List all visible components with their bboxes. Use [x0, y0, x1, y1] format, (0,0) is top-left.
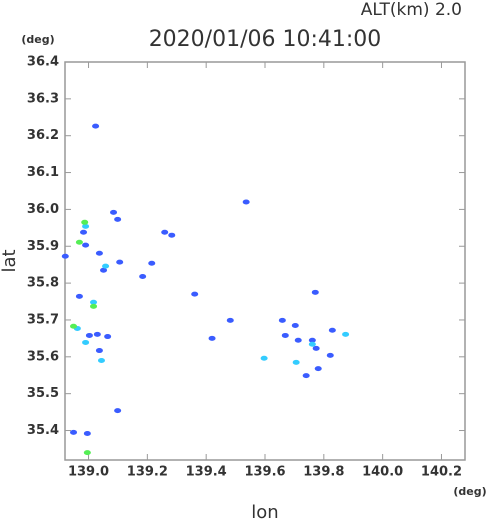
echo-cell [82, 339, 90, 345]
y-tick-label: 35.7 [27, 312, 59, 327]
y-axis-label: lat [0, 249, 20, 272]
echo-cell [82, 242, 90, 248]
echo-cell [191, 291, 199, 297]
echo-cell [260, 355, 268, 361]
echo-cell [82, 223, 90, 229]
echo-cell [83, 430, 91, 436]
x-tick-label: 139.0 [68, 465, 109, 480]
echo-cell [81, 219, 89, 225]
echo-cell [292, 359, 300, 365]
y-tick-label: 35.4 [27, 423, 59, 438]
y-tick-label: 36.4 [27, 55, 59, 70]
echo-cell [92, 123, 100, 129]
echo-cell [148, 260, 156, 266]
echo-cell [75, 293, 83, 299]
echo-cell [116, 259, 124, 265]
x-tick-label: 139.6 [244, 465, 285, 480]
echo-cell [85, 332, 93, 338]
echo-cell [281, 332, 289, 338]
y-tick-label: 36.1 [27, 165, 59, 180]
echo-cell [93, 331, 101, 337]
echo-cell [90, 303, 98, 309]
echo-cell [70, 323, 78, 329]
echo-cell [70, 429, 78, 435]
x-tick-label: 140.2 [421, 465, 462, 480]
echo-cell [102, 263, 110, 269]
echo-cell [75, 239, 83, 245]
echo-cell [168, 232, 176, 238]
echo-cell [90, 299, 98, 305]
y-tick-label: 35.5 [27, 386, 59, 401]
x-tick-label: 139.8 [303, 465, 344, 480]
echo-cell [83, 450, 91, 456]
echo-cell [312, 345, 320, 351]
echo-cell [161, 229, 169, 235]
echo-cell [110, 209, 118, 215]
x-tick-label: 139.4 [186, 465, 227, 480]
echo-cell [314, 366, 322, 372]
echo-cell [226, 317, 234, 323]
y-tick-label: 35.6 [27, 349, 59, 364]
echo-cell [342, 331, 350, 337]
echo-cell [302, 373, 310, 379]
echo-cell [114, 216, 122, 222]
y-unit: (deg) [21, 33, 54, 46]
echo-cell [97, 358, 105, 363]
x-axis-label: lon [251, 502, 278, 521]
y-tick-label: 35.8 [27, 276, 59, 291]
echo-cell [104, 334, 112, 340]
echo-cell [311, 289, 319, 295]
x-unit: (deg) [453, 485, 486, 498]
y-tick-label: 35.9 [27, 239, 59, 254]
echo-cell [242, 199, 250, 205]
altitude-label: ALT(km) 2.0 [361, 0, 462, 20]
echo-cell [80, 229, 88, 235]
echo-cell [114, 408, 122, 414]
echo-cell [139, 273, 147, 279]
echo-cell [328, 327, 336, 333]
y-tick-label: 36.3 [27, 91, 59, 106]
echo-cell [95, 250, 103, 256]
chart-title: 2020/01/06 10:41:00 [149, 27, 382, 52]
echo-cell [208, 335, 216, 341]
x-tick-label: 139.2 [127, 465, 168, 480]
echo-cell [95, 348, 103, 354]
y-tick-label: 36.2 [27, 128, 59, 143]
y-tick-label: 36.0 [27, 202, 59, 217]
echo-cell [291, 322, 299, 328]
echo-cell [100, 267, 108, 273]
echo-cell [326, 352, 334, 358]
echo-cell [278, 317, 286, 323]
plot-frame [64, 61, 466, 461]
echo-cell [308, 337, 316, 343]
echo-cell [61, 253, 69, 259]
x-tick-label: 140.0 [362, 465, 403, 480]
echo-cell [308, 341, 316, 347]
echo-cell [294, 337, 302, 343]
